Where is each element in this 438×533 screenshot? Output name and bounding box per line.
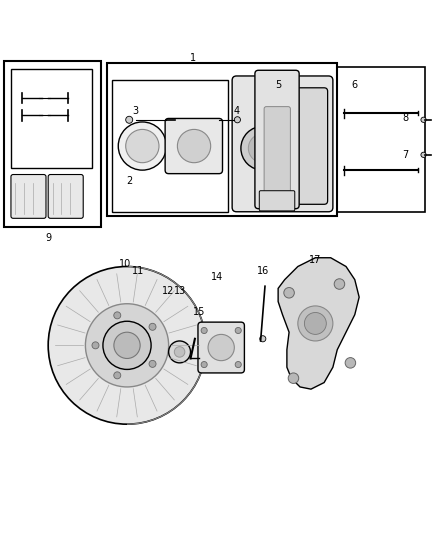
- Circle shape: [260, 336, 266, 342]
- FancyBboxPatch shape: [283, 88, 328, 204]
- FancyBboxPatch shape: [232, 76, 333, 212]
- Circle shape: [92, 342, 99, 349]
- Circle shape: [208, 334, 234, 361]
- Circle shape: [177, 130, 211, 163]
- Circle shape: [126, 116, 133, 123]
- FancyBboxPatch shape: [198, 322, 244, 373]
- Circle shape: [298, 306, 333, 341]
- Circle shape: [421, 152, 426, 157]
- Text: 8: 8: [402, 112, 408, 123]
- Circle shape: [169, 341, 191, 363]
- Circle shape: [85, 304, 169, 387]
- Circle shape: [114, 312, 121, 319]
- Text: 1: 1: [190, 53, 196, 63]
- Text: 16: 16: [257, 266, 269, 276]
- Text: 7: 7: [402, 150, 408, 160]
- FancyBboxPatch shape: [255, 70, 299, 209]
- Circle shape: [174, 346, 185, 357]
- Circle shape: [234, 117, 240, 123]
- Circle shape: [304, 312, 326, 334]
- Circle shape: [114, 332, 140, 359]
- Circle shape: [201, 327, 207, 334]
- Circle shape: [149, 360, 156, 367]
- Bar: [337, 67, 425, 212]
- Circle shape: [126, 130, 159, 163]
- Circle shape: [149, 324, 156, 330]
- Text: 2: 2: [126, 176, 132, 186]
- Text: 13: 13: [173, 286, 186, 296]
- Text: 17: 17: [309, 255, 321, 265]
- Circle shape: [248, 134, 277, 163]
- Text: 15: 15: [193, 308, 205, 318]
- Text: 11: 11: [132, 266, 144, 276]
- Circle shape: [48, 266, 206, 424]
- Circle shape: [114, 372, 121, 379]
- FancyBboxPatch shape: [11, 174, 46, 219]
- FancyBboxPatch shape: [264, 107, 290, 199]
- Text: 5: 5: [275, 80, 281, 90]
- Text: 14: 14: [211, 272, 223, 282]
- Text: 6: 6: [352, 80, 358, 90]
- FancyBboxPatch shape: [48, 174, 83, 219]
- Circle shape: [345, 358, 356, 368]
- Circle shape: [118, 122, 166, 170]
- Circle shape: [288, 373, 299, 383]
- Circle shape: [421, 117, 426, 123]
- FancyBboxPatch shape: [165, 118, 223, 174]
- Bar: [4, 61, 101, 227]
- Bar: [107, 63, 337, 216]
- Polygon shape: [278, 258, 359, 389]
- Text: 3: 3: [133, 106, 139, 116]
- Bar: [112, 80, 228, 212]
- Text: 4: 4: [233, 106, 240, 116]
- Bar: [11, 69, 92, 168]
- Circle shape: [284, 287, 294, 298]
- Circle shape: [235, 361, 241, 368]
- FancyBboxPatch shape: [259, 191, 295, 211]
- Circle shape: [103, 321, 151, 369]
- Circle shape: [241, 126, 285, 170]
- Circle shape: [235, 327, 241, 334]
- Text: 12: 12: [162, 286, 175, 296]
- Circle shape: [201, 361, 207, 368]
- Text: 10: 10: [119, 260, 131, 269]
- Text: 9: 9: [45, 233, 51, 243]
- Circle shape: [334, 279, 345, 289]
